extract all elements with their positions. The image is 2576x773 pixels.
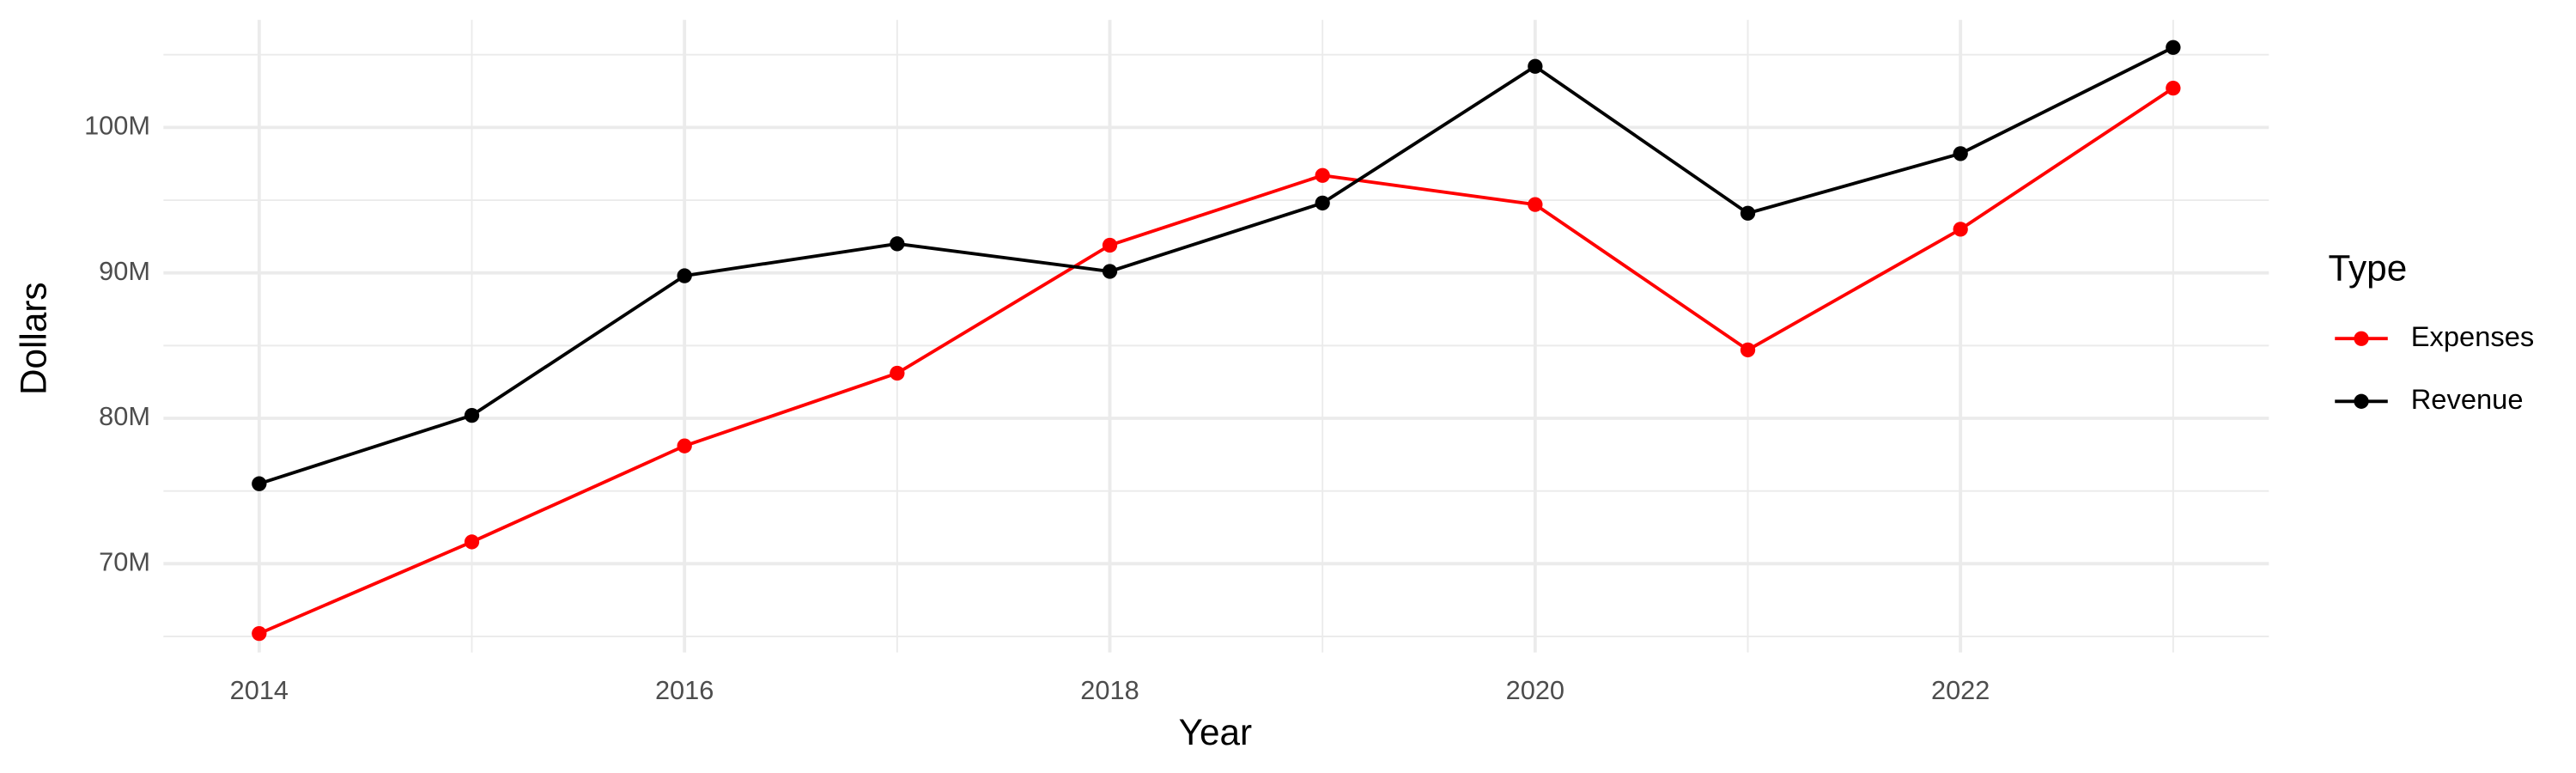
legend-label: Expenses [2411, 320, 2535, 352]
x-tick-label: 2016 [655, 675, 714, 705]
legend-label: Revenue [2411, 383, 2524, 415]
data-point [2166, 40, 2181, 55]
data-point [1528, 58, 1543, 74]
y-axis-title: Dollars [13, 282, 53, 395]
data-point [890, 236, 905, 252]
y-tick-label: 70M [99, 546, 150, 576]
x-tick-label: 2020 [1506, 675, 1564, 705]
x-tick-label: 2022 [1931, 675, 1990, 705]
data-point [2166, 81, 2181, 96]
data-point [1315, 167, 1330, 183]
data-point [1740, 205, 1756, 221]
data-point [252, 476, 267, 491]
data-point [677, 268, 692, 283]
x-axis-title: Year [1179, 712, 1252, 752]
data-point [252, 625, 267, 642]
legend-marker [2354, 393, 2369, 409]
series-line [258, 87, 2174, 636]
data-point [1953, 222, 1968, 237]
y-tick-label: 100M [84, 110, 150, 140]
data-point [1528, 197, 1543, 212]
legend-title: Type [2329, 248, 2408, 289]
x-tick-label: 2014 [230, 675, 289, 705]
legend-marker [2354, 331, 2369, 346]
data-point [890, 365, 905, 381]
data-point [1102, 237, 1118, 253]
y-tick-label: 80M [99, 401, 150, 431]
series-line [258, 46, 2174, 486]
data-point [464, 534, 480, 550]
data-point [1102, 264, 1118, 279]
data-point [464, 407, 480, 423]
data-point [677, 438, 692, 453]
y-tick-label: 90M [99, 256, 150, 286]
data-point [1953, 146, 1968, 161]
data-point [1740, 342, 1756, 358]
x-tick-label: 2018 [1080, 675, 1139, 705]
data-point [1315, 195, 1330, 211]
